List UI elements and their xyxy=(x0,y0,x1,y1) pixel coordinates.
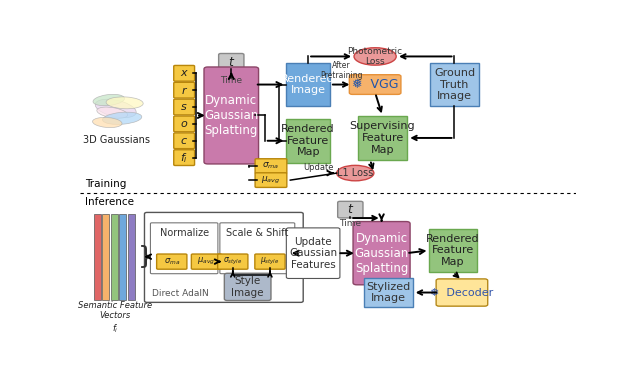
Text: }: } xyxy=(138,245,154,269)
Text: $f_i$: $f_i$ xyxy=(180,151,188,165)
Text: 3D Gaussians: 3D Gaussians xyxy=(83,135,150,145)
Bar xyxy=(94,214,101,300)
Bar xyxy=(102,214,109,300)
Ellipse shape xyxy=(95,99,136,118)
Text: Update
Gaussian
Features: Update Gaussian Features xyxy=(289,237,337,270)
Bar xyxy=(364,278,413,307)
Text: $\sigma_{style}$: $\sigma_{style}$ xyxy=(223,256,243,267)
Text: Time: Time xyxy=(220,76,243,85)
Ellipse shape xyxy=(106,97,143,109)
Text: Supervising
Feature
Map: Supervising Feature Map xyxy=(349,121,415,154)
Bar xyxy=(286,63,330,106)
Text: Rendered
Feature
Map: Rendered Feature Map xyxy=(426,234,480,267)
Text: $r$: $r$ xyxy=(180,85,188,96)
Bar xyxy=(286,119,330,162)
FancyBboxPatch shape xyxy=(353,222,410,285)
FancyBboxPatch shape xyxy=(436,279,488,306)
Text: Photometric
Loss: Photometric Loss xyxy=(348,47,403,66)
FancyBboxPatch shape xyxy=(338,201,363,218)
Text: $t$: $t$ xyxy=(228,55,235,69)
FancyBboxPatch shape xyxy=(220,223,295,274)
Bar xyxy=(111,214,118,300)
Ellipse shape xyxy=(337,165,374,181)
Ellipse shape xyxy=(102,112,142,124)
Text: Dynamic
Gaussian
Splatting: Dynamic Gaussian Splatting xyxy=(355,232,409,275)
Text: Dynamic
Gaussian
Splatting: Dynamic Gaussian Splatting xyxy=(204,94,259,137)
Text: Rendered
Image: Rendered Image xyxy=(282,74,335,95)
Text: $s$: $s$ xyxy=(180,102,188,112)
FancyBboxPatch shape xyxy=(219,54,244,71)
FancyBboxPatch shape xyxy=(145,212,303,302)
FancyBboxPatch shape xyxy=(255,159,287,173)
Bar xyxy=(119,214,126,300)
Text: $c$: $c$ xyxy=(180,136,188,146)
Text: Direct AdaIN: Direct AdaIN xyxy=(152,289,209,298)
Text: $\sigma_{ma}$: $\sigma_{ma}$ xyxy=(164,256,180,267)
FancyBboxPatch shape xyxy=(173,65,195,81)
FancyBboxPatch shape xyxy=(255,254,285,269)
Text: Training: Training xyxy=(85,178,126,189)
Text: $x$: $x$ xyxy=(180,68,189,78)
Text: Update: Update xyxy=(304,163,334,172)
Ellipse shape xyxy=(354,48,396,65)
Text: ❅  Decoder: ❅ Decoder xyxy=(430,288,493,297)
Text: $\mu_{avg}$: $\mu_{avg}$ xyxy=(198,256,216,267)
FancyBboxPatch shape xyxy=(204,67,259,164)
Text: L1 Loss: L1 Loss xyxy=(337,168,373,178)
FancyBboxPatch shape xyxy=(173,150,195,165)
Text: Rendered
Feature
Map: Rendered Feature Map xyxy=(282,124,335,157)
Text: Stylized
Image: Stylized Image xyxy=(366,282,411,303)
Text: $\mu_{avg}$: $\mu_{avg}$ xyxy=(261,174,280,186)
FancyBboxPatch shape xyxy=(349,75,401,95)
FancyBboxPatch shape xyxy=(218,254,248,269)
FancyBboxPatch shape xyxy=(255,173,287,187)
FancyBboxPatch shape xyxy=(173,116,195,132)
Text: Time: Time xyxy=(339,219,362,228)
FancyBboxPatch shape xyxy=(286,228,340,278)
Bar xyxy=(127,214,134,300)
Text: $o$: $o$ xyxy=(180,119,188,129)
FancyBboxPatch shape xyxy=(225,273,271,300)
Text: After
Pretraining: After Pretraining xyxy=(320,61,362,80)
Ellipse shape xyxy=(97,107,127,118)
FancyBboxPatch shape xyxy=(173,82,195,98)
Text: Ground
Truth
Image: Ground Truth Image xyxy=(434,68,475,101)
Text: Semantic Feature
Vectors
$f_i$: Semantic Feature Vectors $f_i$ xyxy=(78,301,152,335)
FancyBboxPatch shape xyxy=(150,223,218,274)
Text: Normalize: Normalize xyxy=(159,228,209,238)
Bar xyxy=(429,63,479,106)
FancyBboxPatch shape xyxy=(173,133,195,149)
Text: Scale & Shift: Scale & Shift xyxy=(226,228,289,238)
Text: $\sigma_{ma}$: $\sigma_{ma}$ xyxy=(262,161,280,171)
Text: $t$: $t$ xyxy=(347,203,354,216)
FancyBboxPatch shape xyxy=(191,254,221,269)
Text: $\mu_{style}$: $\mu_{style}$ xyxy=(260,256,280,267)
FancyBboxPatch shape xyxy=(173,99,195,115)
Bar xyxy=(429,228,477,272)
Ellipse shape xyxy=(93,94,125,106)
Ellipse shape xyxy=(93,118,122,127)
FancyBboxPatch shape xyxy=(157,254,187,269)
Text: Inference: Inference xyxy=(85,197,134,207)
Text: ❅  VGG: ❅ VGG xyxy=(352,78,398,91)
Text: Style
Image: Style Image xyxy=(232,276,264,298)
Bar xyxy=(358,116,407,160)
